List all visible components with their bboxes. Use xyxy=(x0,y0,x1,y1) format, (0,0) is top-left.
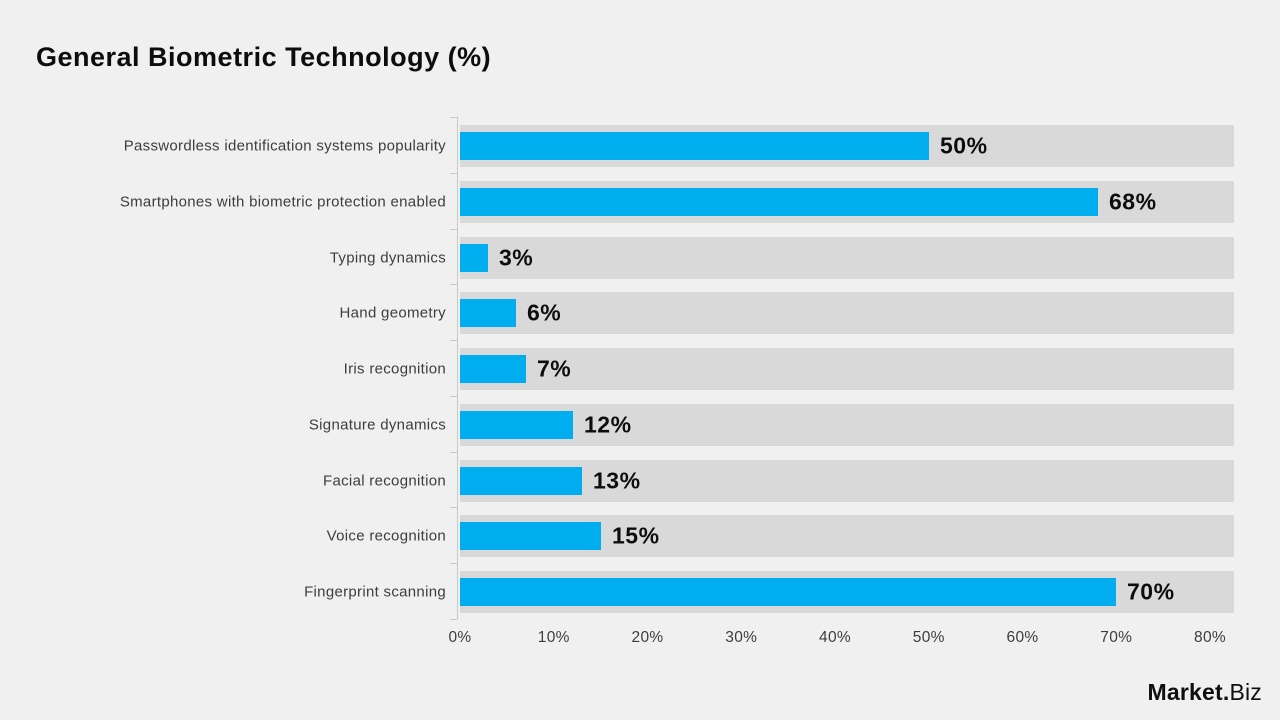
bar-row: Passwordless identification systems popu… xyxy=(0,118,1280,174)
bar-value-label: 68% xyxy=(1109,188,1157,215)
x-axis-tick-label: 70% xyxy=(1100,629,1133,646)
x-axis-tick-label: 80% xyxy=(1194,629,1226,646)
y-axis-tick xyxy=(450,228,457,230)
logo-text-light: Biz xyxy=(1229,679,1262,705)
y-axis-tick xyxy=(450,618,457,620)
bar-row: Fingerprint scanning 70% xyxy=(0,564,1280,620)
bar-value-label: 50% xyxy=(940,132,988,159)
y-axis-tick xyxy=(450,340,457,341)
y-axis-tick xyxy=(450,284,457,286)
x-axis-tick-label: 30% xyxy=(725,629,758,646)
bar-fill xyxy=(460,355,526,383)
y-axis-line xyxy=(457,117,458,619)
bar-row: Smartphones with biometric protection en… xyxy=(0,174,1280,230)
category-label: Iris recognition xyxy=(343,360,446,378)
bar-fill xyxy=(460,132,929,160)
category-label: Fingerprint scanning xyxy=(304,583,446,601)
bar-track xyxy=(460,348,1234,390)
category-label: Smartphones with biometric protection en… xyxy=(119,193,446,211)
x-axis-tick-label: 60% xyxy=(1006,629,1039,646)
bar-value-label: 12% xyxy=(584,411,632,438)
bar-value-label: 13% xyxy=(593,467,641,493)
bar-track xyxy=(460,292,1234,335)
y-axis-tick xyxy=(450,172,457,174)
bar-fill xyxy=(460,299,516,328)
bar-fill xyxy=(460,578,1116,606)
category-label: Passwordless identification systems popu… xyxy=(123,137,446,155)
bar-fill xyxy=(460,187,1098,216)
chart-title: General Biometric Technology (%) xyxy=(36,42,492,72)
bar-fill xyxy=(460,243,488,272)
y-axis-tick xyxy=(450,507,457,509)
logo-text: Market.Biz xyxy=(1148,679,1263,706)
bar-value-label: 15% xyxy=(612,522,660,549)
category-label: Typing dynamics xyxy=(329,249,446,266)
bar-value-label: 7% xyxy=(537,355,572,382)
category-label: Voice recognition xyxy=(326,527,446,545)
logo-text-bold: Market. xyxy=(1147,679,1230,705)
bar-row: Typing dynamics 3% xyxy=(0,230,1280,286)
bar-track xyxy=(460,459,1234,502)
bar-value-label: 6% xyxy=(527,299,562,326)
x-axis-tick-label: 20% xyxy=(631,629,664,646)
category-label: Signature dynamics xyxy=(308,416,446,434)
bar-row: Signature dynamics 12% xyxy=(0,397,1280,453)
y-axis-tick xyxy=(450,451,457,453)
bar-track xyxy=(460,403,1234,446)
category-label: Hand geometry xyxy=(339,304,446,322)
bar-fill xyxy=(460,410,573,439)
y-axis-tick xyxy=(450,563,457,564)
y-axis-tick xyxy=(450,395,457,397)
y-axis-tick xyxy=(450,117,457,118)
bar-fill xyxy=(460,522,601,551)
bar-track xyxy=(460,236,1234,279)
category-label: Facial recognition xyxy=(323,472,446,489)
bar-value-label: 70% xyxy=(1127,578,1175,605)
x-axis-tick-label: 10% xyxy=(537,629,570,646)
bar-row: Iris recognition 7% xyxy=(0,341,1280,397)
x-axis-tick-label: 0% xyxy=(448,629,472,646)
x-axis-tick-label: 50% xyxy=(912,629,945,646)
bar-fill xyxy=(460,466,582,495)
bar-value-label: 3% xyxy=(499,244,534,270)
bar-row: Hand geometry 6% xyxy=(0,285,1280,341)
x-axis-tick-label: 40% xyxy=(819,629,851,646)
bar-row: Voice recognition 15% xyxy=(0,508,1280,564)
bar-row: Facial recognition 13% xyxy=(0,453,1280,509)
